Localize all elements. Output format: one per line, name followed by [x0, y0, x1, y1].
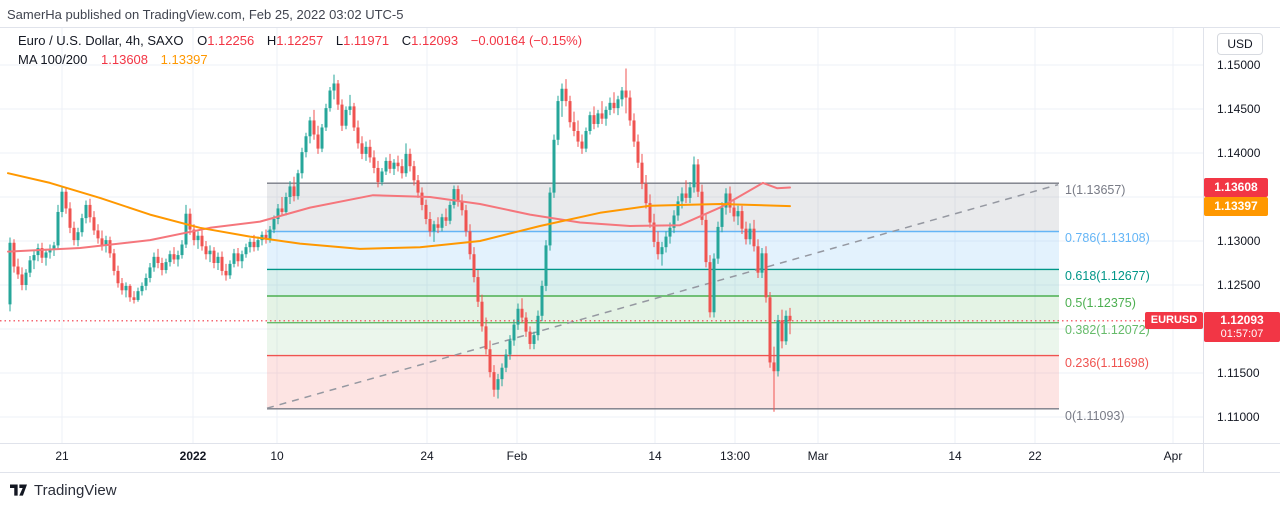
currency-toggle-usd[interactable]: USD	[1217, 33, 1263, 55]
time-tick-label: Mar	[807, 449, 829, 463]
price-tick-label: 1.14000	[1217, 146, 1261, 160]
time-axis[interactable]: 21 2022 10 24 Feb 14 13:00 Mar 14 22 Apr	[0, 444, 1203, 472]
grid-layer	[0, 27, 1203, 443]
time-tick-label: 24	[420, 449, 434, 463]
ma-100-line	[7, 181, 791, 253]
symbol-price-label: EURUSD	[1145, 312, 1203, 330]
tradingview-logo-icon	[10, 484, 27, 496]
time-tick-label: 22	[1028, 449, 1042, 463]
price-tick-label: 1.13000	[1217, 234, 1261, 248]
last-price-axis-badge: 1.12093 01:57:07	[1204, 311, 1280, 342]
tradingview-branding-link[interactable]: TradingView	[10, 482, 117, 499]
time-tick-label: Feb	[506, 449, 528, 463]
price-axis-border	[1203, 27, 1204, 472]
last-price-value: 1.12093	[1220, 312, 1264, 327]
pane-top-border	[0, 27, 1280, 28]
time-tick-label: 13:00	[719, 449, 751, 463]
time-axis-bottom-border	[0, 472, 1280, 473]
time-tick-label: 10	[270, 449, 284, 463]
trendline-layer	[266, 183, 1059, 409]
bar-countdown: 01:57:07	[1220, 327, 1264, 340]
tradingview-logo-text: TradingView	[34, 482, 117, 499]
moving-averages-layer	[7, 172, 791, 253]
time-tick-label: Apr	[1163, 449, 1183, 463]
ma-200-line	[7, 172, 791, 250]
price-tick-label: 1.14500	[1217, 102, 1261, 116]
time-tick-label: 14	[948, 449, 962, 463]
time-tick-label: 2022	[179, 449, 207, 463]
candles-layer	[8, 68, 792, 412]
ma100-axis-badge: 1.13608	[1204, 177, 1268, 197]
ma200-axis-badge: 1.13397	[1204, 196, 1268, 216]
price-axis[interactable]: USD 1.15000 1.14500 1.14000 1.13000 1.12500 1…	[1204, 0, 1280, 509]
price-tick-label: 1.15000	[1217, 58, 1261, 72]
price-tick-label: 1.11000	[1217, 410, 1260, 424]
time-axis-border	[0, 443, 1280, 444]
price-tick-label: 1.11500	[1217, 366, 1260, 380]
time-tick-label: 14	[648, 449, 662, 463]
price-tick-label: 1.12500	[1217, 278, 1261, 292]
time-tick-label: 21	[55, 449, 69, 463]
